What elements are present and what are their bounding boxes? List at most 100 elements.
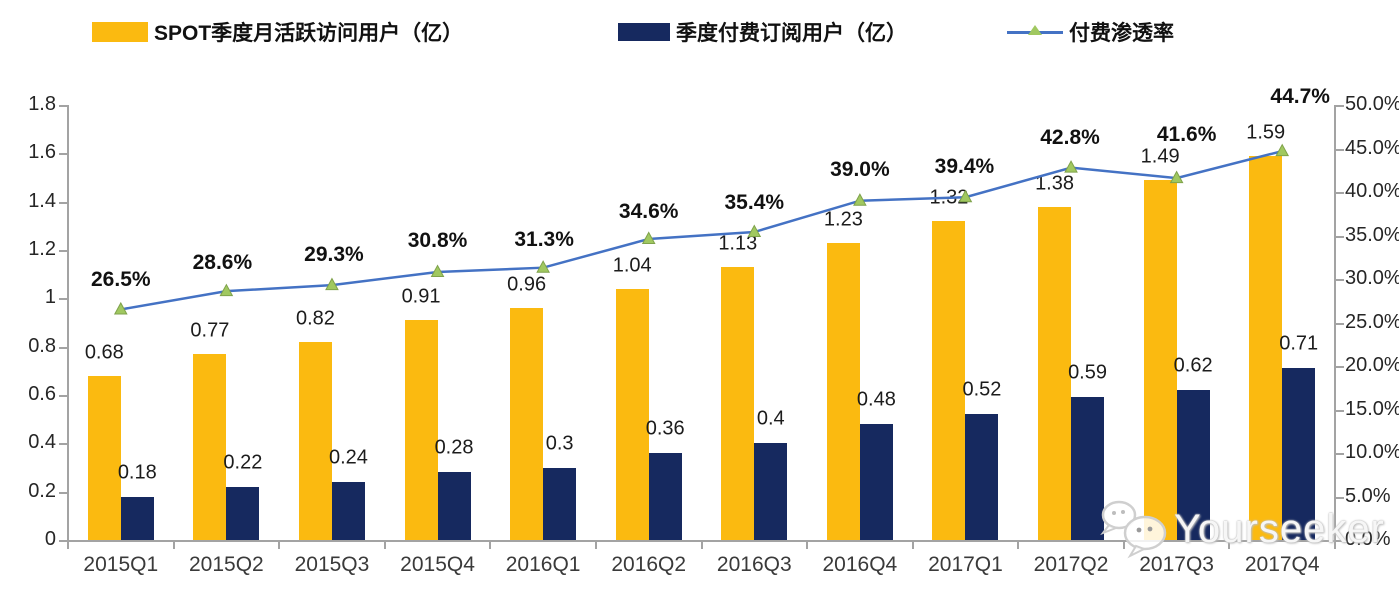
y-axis-left-tick — [59, 105, 67, 107]
subscribers-value-label: 0.62 — [1173, 354, 1213, 377]
x-axis-tick — [700, 542, 703, 549]
x-axis-category-label: 2016Q4 — [822, 553, 898, 576]
mau-bar — [87, 375, 121, 540]
penetration-value-label: 26.5% — [91, 268, 151, 292]
mau-bar-swatch — [92, 22, 148, 42]
y-axis-left-tick — [59, 491, 67, 494]
penetration-line-swatch — [1007, 25, 1063, 39]
x-axis-category-label: 2016Q3 — [716, 553, 792, 576]
y-axis-left-tick — [59, 395, 67, 397]
subscribers-value-label: 0.3 — [545, 432, 574, 454]
penetration-marker-triangle — [747, 224, 762, 238]
penetration-marker-triangle — [1169, 170, 1184, 184]
y-axis-left-tick — [59, 346, 67, 349]
y-axis-left-label: 0.2 — [28, 479, 56, 502]
penetration-marker-triangle — [430, 264, 445, 278]
mau-value-label: 1.13 — [718, 232, 758, 255]
watermark: Yourseeker — [1096, 498, 1385, 560]
subscribers-value-label: 0.52 — [962, 378, 1002, 401]
watermark-text: Yourseeker — [1174, 506, 1385, 551]
penetration-value-label: 34.6% — [618, 199, 679, 223]
y-axis-left-label: 1.8 — [28, 93, 56, 115]
subscribers-bar — [648, 453, 682, 540]
penetration-marker-triangle — [113, 301, 128, 315]
y-axis-left-label: 0.6 — [28, 383, 56, 405]
penetration-marker-triangle — [325, 277, 339, 291]
x-axis-tick — [172, 542, 175, 549]
mau-bar — [404, 320, 438, 540]
subscribers-bar — [754, 443, 788, 540]
x-axis-category-label: 2017Q2 — [1033, 553, 1109, 576]
x-axis-tick — [67, 542, 69, 549]
penetration-value-label: 41.6% — [1156, 123, 1217, 147]
penetration-marker-triangle — [219, 283, 234, 297]
y-axis-left — [67, 105, 69, 542]
mau-legend-label: SPOT季度月活跃访问用户（亿） — [154, 22, 464, 45]
y-axis-right-label: 25.0% — [1345, 310, 1399, 333]
x-axis-category-label: 2016Q1 — [505, 553, 581, 576]
mau-value-label: 0.96 — [507, 273, 547, 296]
mau-bar — [721, 266, 755, 540]
penetration-value-label: 42.8% — [1040, 125, 1100, 149]
x-axis-category-label: 2015Q2 — [189, 553, 264, 576]
y-axis-right-label: 35.0% — [1345, 223, 1399, 246]
y-axis-right-tick — [1336, 409, 1344, 412]
y-axis-left-tick — [59, 540, 67, 542]
penetration-marker-triangle — [1275, 143, 1290, 157]
x-axis-tick — [594, 542, 597, 549]
penetration-value-label: 30.8% — [407, 229, 468, 253]
x-axis-tick — [278, 542, 281, 549]
mau-bar — [826, 242, 860, 540]
y-axis-left-tick — [59, 298, 67, 301]
y-axis-right-label: 40.0% — [1345, 180, 1399, 202]
penetration-marker-triangle — [1064, 160, 1078, 173]
y-axis-left-label: 1.4 — [28, 189, 56, 212]
y-axis-right-tick — [1336, 192, 1344, 194]
x-axis-tick — [1122, 542, 1125, 549]
y-axis-left-label: 1 — [44, 286, 56, 309]
penetration-legend-label: 付费渗透率 — [1069, 22, 1174, 45]
subscribers-value-label: 0.48 — [856, 388, 896, 411]
y-axis-left-label: 1.6 — [28, 141, 56, 164]
subscribers-bar — [120, 496, 154, 540]
penetration-value-label: 31.3% — [514, 227, 574, 251]
y-axis-right-label: 50.0% — [1345, 93, 1399, 115]
mau-bar — [615, 288, 649, 540]
subscribers-value-label: 0.71 — [1279, 332, 1319, 355]
y-axis-right-tick — [1336, 366, 1344, 368]
y-axis-right-tick — [1336, 279, 1344, 281]
x-axis-category-label: 2017Q1 — [928, 553, 1003, 576]
subscribers-bar — [331, 482, 365, 540]
mau-bar — [298, 341, 332, 540]
y-axis-right-tick — [1336, 540, 1344, 542]
subscribers-bar — [437, 472, 471, 540]
penetration-marker-triangle — [536, 260, 550, 273]
subscribers-value-label: 0.18 — [117, 461, 157, 483]
penetration-value-label: 35.4% — [724, 191, 785, 215]
y-axis-right-tick — [1336, 496, 1344, 499]
y-axis-right-tick — [1336, 105, 1344, 107]
y-axis-left-label: 1.2 — [28, 238, 56, 260]
legend-item-mau: SPOT季度月活跃访问用户（亿） — [92, 18, 463, 46]
y-axis-right-label: 10.0% — [1345, 441, 1399, 463]
wechat-chat-bubbles-icon — [1100, 500, 1167, 559]
penetration-marker-triangle — [958, 189, 973, 203]
penetration-marker-triangle — [853, 193, 867, 206]
mau-value-label: 0.82 — [295, 307, 335, 330]
subscribers-value-label: 0.59 — [1068, 361, 1107, 384]
subscribers-bar — [226, 486, 260, 540]
mau-value-label: 1.23 — [823, 208, 863, 231]
x-axis-tick — [911, 542, 914, 549]
subscribers-legend-label: 季度付费订阅用户（亿） — [676, 22, 907, 45]
x-axis-tick — [1228, 542, 1231, 549]
subscribers-bar-swatch — [618, 23, 670, 41]
y-axis-left-tick — [59, 153, 67, 156]
triangle-marker-icon — [1028, 25, 1042, 35]
x-axis-category-label: 2015Q3 — [294, 553, 370, 576]
mau-bar — [510, 308, 544, 540]
y-axis-right-label: 20.0% — [1345, 354, 1399, 376]
subscribers-value-label: 0.24 — [328, 446, 368, 469]
y-axis-left-label: 0 — [44, 528, 56, 550]
x-axis-category-label: 2017Q4 — [1244, 553, 1320, 576]
y-axis-right — [1334, 105, 1336, 542]
